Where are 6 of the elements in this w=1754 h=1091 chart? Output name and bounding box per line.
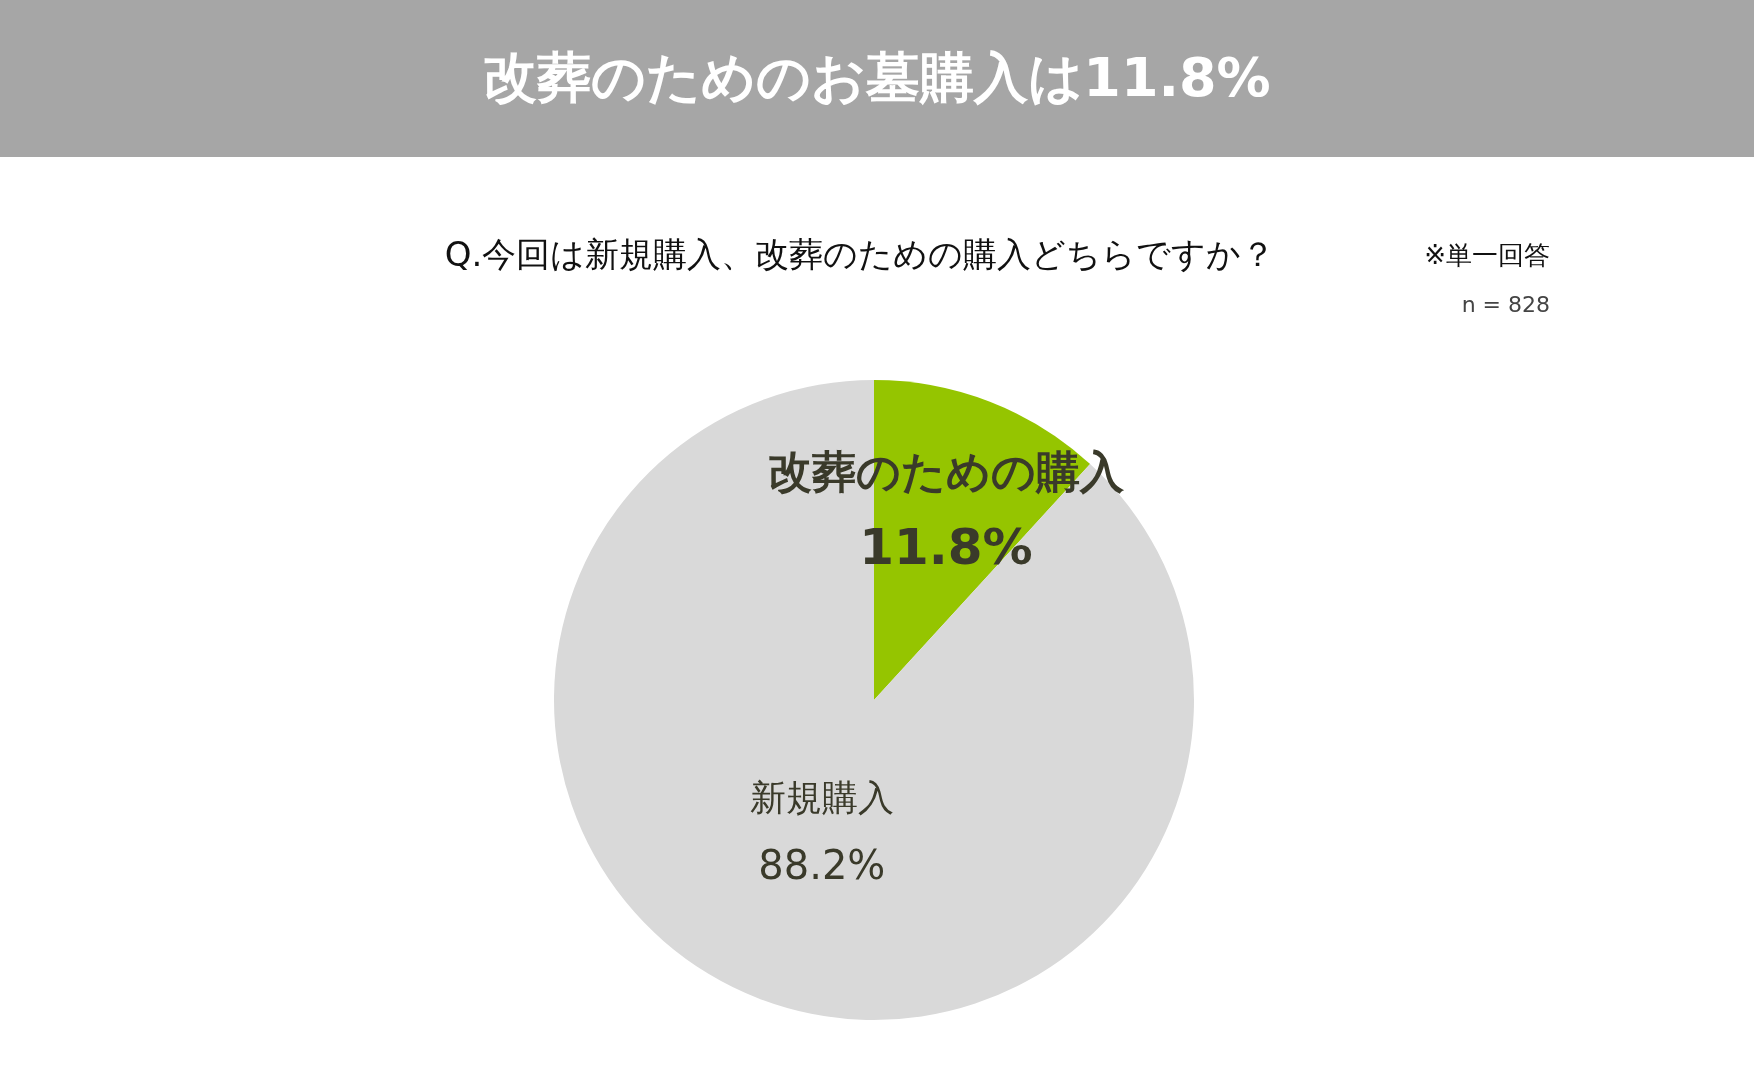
slice-label: 新規購入 [749, 776, 894, 818]
text: n = 828 [1460, 292, 1550, 317]
chart-title: 改葬のためのお墓購入は11.8% [0, 0, 1754, 157]
chart-subtitle: Q.今回は新規購入、改葬のための購入どちらですか？ [443, 233, 1277, 276]
text: ※単一回答 [1423, 239, 1550, 272]
data-label: 88.2% [758, 841, 886, 888]
